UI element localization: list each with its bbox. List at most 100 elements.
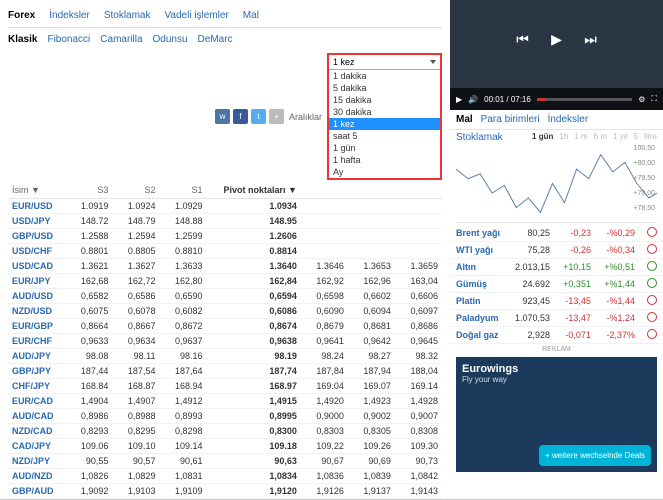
fullscreen-icon[interactable]: ⛶ — [651, 94, 657, 104]
settings-icon[interactable]: ⚙ — [638, 95, 645, 104]
pair-link[interactable]: GBP/JPY — [8, 364, 65, 379]
range-option[interactable]: 1 m — [574, 132, 587, 141]
commodity-row: Doğal gaz2,928-0,071-2,37% — [450, 327, 663, 344]
method-tab[interactable]: Klasik — [8, 34, 37, 45]
range-option[interactable]: 1 gün — [532, 132, 553, 141]
video-progress[interactable] — [537, 98, 632, 101]
pair-link[interactable]: EUR/JPY — [8, 274, 65, 289]
pair-link[interactable]: AUD/JPY — [8, 349, 65, 364]
pivot-value: 1.3633 — [159, 259, 206, 274]
pair-link[interactable]: EUR/CHF — [8, 334, 65, 349]
method-tab[interactable]: DeMarc — [198, 34, 233, 45]
prev-track-icon[interactable]: ⏮ — [514, 30, 532, 48]
interval-option[interactable]: 15 dakika — [329, 94, 440, 106]
next-track-icon[interactable]: ⏭ — [582, 30, 600, 48]
commodity-change-pct: -%0,34 — [597, 242, 641, 259]
volume-icon[interactable]: 🔊 — [468, 95, 478, 104]
method-tab[interactable]: Fibonacci — [47, 34, 90, 45]
commodity-name[interactable]: WTI yağı — [450, 242, 508, 259]
table-header[interactable] — [348, 182, 395, 199]
pivot-value: 0,9638 — [206, 334, 300, 349]
table-header[interactable] — [301, 182, 348, 199]
video-player[interactable]: ⏮ ▶ ⏭ ▶ 🔊 00:01 / 07:16 ⚙ ⛶ — [450, 0, 663, 110]
share-more-icon[interactable]: + — [269, 109, 284, 124]
interval-option[interactable]: Ay — [329, 166, 440, 178]
share-vk-icon[interactable]: w — [215, 109, 230, 124]
pair-link[interactable]: EUR/USD — [8, 199, 65, 214]
table-header[interactable]: S1 — [159, 182, 206, 199]
table-header[interactable]: Pivot noktaları ▼ — [206, 182, 300, 199]
method-tab[interactable]: Camarilla — [100, 34, 142, 45]
commodities-table: Brent yağı80,25-0,23-%0,29WTI yağı75,28-… — [450, 225, 663, 344]
pivot-value: 0,8679 — [301, 319, 348, 334]
interval-dropdown[interactable]: 1 kez 1 dakika5 dakika15 dakika30 dakika… — [327, 53, 442, 180]
table-header[interactable]: S3 — [65, 182, 112, 199]
pair-link[interactable]: NZD/USD — [8, 304, 65, 319]
commodity-name[interactable]: Platin — [450, 293, 508, 310]
interval-option[interactable]: 5 dakika — [329, 82, 440, 94]
play-icon[interactable]: ▶ — [548, 30, 566, 48]
interval-option[interactable]: 1 hafta — [329, 154, 440, 166]
interval-option[interactable]: 1 gün — [329, 142, 440, 154]
interval-option[interactable]: 30 dakika — [329, 106, 440, 118]
range-option[interactable]: 5 — [634, 132, 638, 141]
pair-link[interactable]: EUR/GBP — [8, 319, 65, 334]
pivot-value: 109.30 — [395, 439, 442, 454]
pivot-value: 1,6591 — [348, 499, 395, 500]
asset-tab[interactable]: İndeksler — [49, 10, 90, 21]
share-fb-icon[interactable]: f — [233, 109, 248, 124]
commodity-name[interactable]: Gümüş — [450, 276, 508, 293]
pivot-value: 162,68 — [65, 274, 112, 289]
asset-tab[interactable]: Vadeli işlemler — [165, 10, 229, 21]
pivot-value: 0,9000 — [301, 409, 348, 424]
right-tab[interactable]: Para birimleri — [481, 114, 540, 125]
pivot-value: 0,6606 — [395, 289, 442, 304]
pivot-value: 0,8664 — [65, 319, 112, 334]
pair-link[interactable]: NZD/JPY — [8, 454, 65, 469]
interval-option[interactable]: 1 kez — [329, 118, 440, 130]
pair-link[interactable]: USD/CHF — [8, 244, 65, 259]
pair-link[interactable]: GBP/USD — [8, 229, 65, 244]
interval-option[interactable]: 1 dakika — [329, 70, 440, 82]
commodity-name[interactable]: Altın — [450, 259, 508, 276]
commodity-name[interactable]: Brent yağı — [450, 225, 508, 242]
right-tab[interactable]: İndeksler — [548, 114, 589, 125]
pair-link[interactable]: CHF/JPY — [8, 379, 65, 394]
range-option[interactable]: 1h — [559, 132, 568, 141]
table-header[interactable]: İsim ▼ — [8, 182, 65, 199]
ad-badge: + weitere wechselnde Deals — [539, 445, 651, 466]
range-option[interactable]: 6 m — [594, 132, 607, 141]
ad-tagline: Fly your way — [462, 375, 651, 384]
asset-tab[interactable]: Forex — [8, 10, 35, 21]
table-header[interactable] — [395, 182, 442, 199]
commodity-name[interactable]: Doğal gaz — [450, 327, 508, 344]
commodity-change: -0,26 — [556, 242, 597, 259]
right-tab[interactable]: Mal — [456, 114, 473, 125]
pair-link[interactable]: CAD/JPY — [8, 439, 65, 454]
pair-link[interactable]: EUR/AUD — [8, 499, 65, 500]
asset-tab[interactable]: Mal — [243, 10, 259, 21]
commodity-name[interactable]: Paladyum — [450, 310, 508, 327]
interval-option[interactable]: saat 5 — [329, 130, 440, 142]
pair-link[interactable]: NZD/CAD — [8, 424, 65, 439]
stock-link[interactable]: Stoklamak — [456, 132, 503, 143]
pair-link[interactable]: GBP/AUD — [8, 484, 65, 499]
pivot-value: 1,9126 — [301, 484, 348, 499]
pair-link[interactable]: EUR/CAD — [8, 394, 65, 409]
pivot-value — [301, 199, 348, 214]
share-tw-icon[interactable]: t — [251, 109, 266, 124]
table-header[interactable]: S2 — [112, 182, 159, 199]
range-option[interactable]: litre — [644, 132, 657, 141]
commodity-change-pct: -%0,29 — [597, 225, 641, 242]
asset-tab[interactable]: Stoklamak — [104, 10, 151, 21]
play-small-icon[interactable]: ▶ — [456, 95, 462, 104]
pair-link[interactable]: USD/CAD — [8, 259, 65, 274]
range-option[interactable]: 1 yıl — [613, 132, 628, 141]
method-tab[interactable]: Odunsu — [153, 34, 188, 45]
pair-link[interactable]: USD/JPY — [8, 214, 65, 229]
ad-banner[interactable]: Eurowings Fly your way + weitere wechsel… — [456, 357, 657, 472]
pair-link[interactable]: AUD/CAD — [8, 409, 65, 424]
pair-link[interactable]: AUD/USD — [8, 289, 65, 304]
pivot-value: 0,8303 — [301, 424, 348, 439]
pair-link[interactable]: AUD/NZD — [8, 469, 65, 484]
